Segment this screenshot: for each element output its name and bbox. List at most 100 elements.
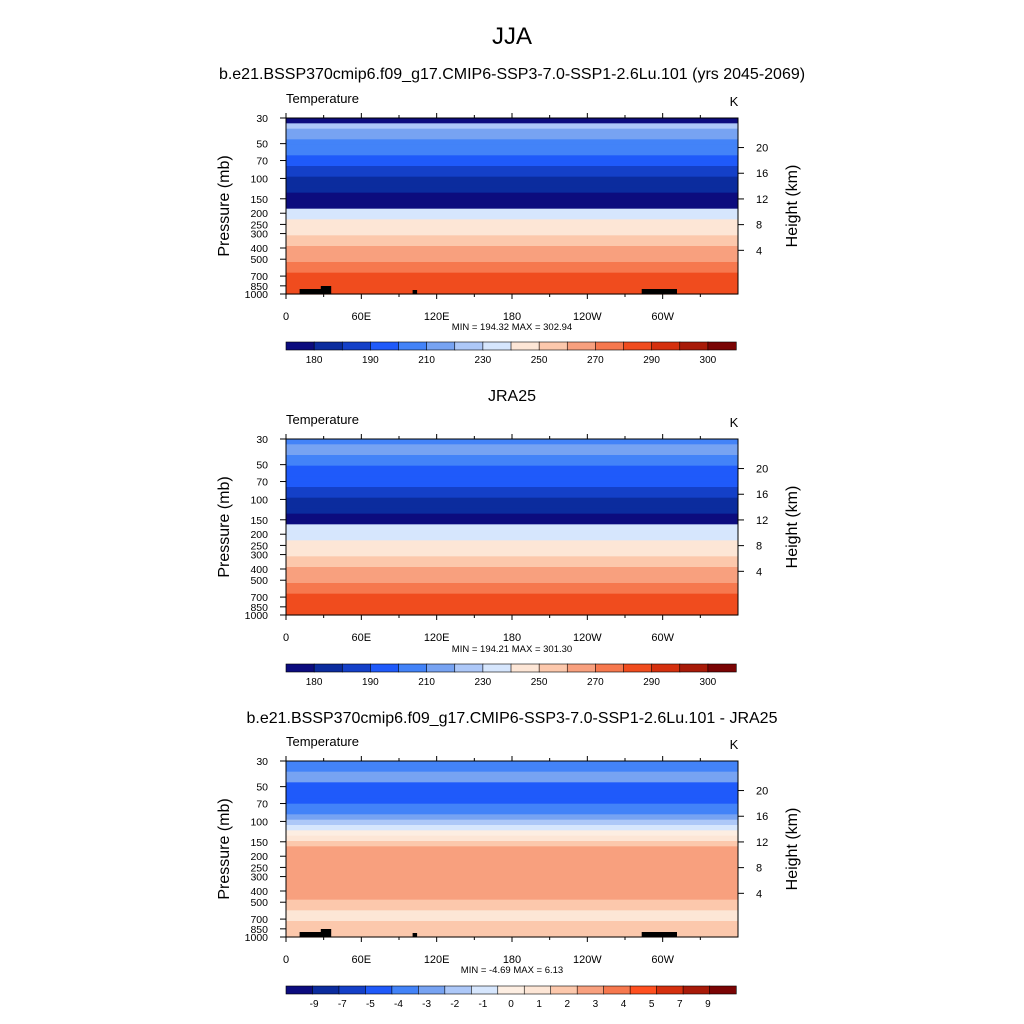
y-right-tick-label: 4 — [756, 888, 762, 900]
contour-band — [286, 508, 738, 515]
colorbar-swatch — [682, 985, 711, 995]
contour-band — [286, 192, 738, 199]
y-tick-label: 70 — [256, 477, 268, 489]
panel-2-colorbar: 180 190 210 230 250 270 290 300 — [285, 663, 737, 688]
y-tick-label: 1000 — [245, 289, 269, 301]
contour-band — [286, 251, 738, 258]
colorbar-swatch — [576, 985, 605, 995]
colorbar-label: 2 — [565, 999, 571, 1010]
colorbar-label: 230 — [475, 355, 492, 366]
contour-band — [286, 449, 738, 456]
colorbar-swatch — [398, 341, 428, 351]
contour-band — [286, 894, 738, 901]
colorbar-label: 290 — [643, 355, 660, 366]
y-tick-label: 1000 — [245, 610, 269, 622]
contour-band — [286, 203, 738, 210]
contour-band — [286, 883, 738, 890]
y-tick-label: 200 — [250, 851, 268, 863]
contour-band — [286, 545, 738, 552]
contour-band — [286, 166, 738, 172]
topography-block — [320, 929, 332, 937]
colorbar-swatch — [538, 341, 568, 351]
contour-band — [286, 851, 738, 858]
colorbar-swatch — [623, 341, 653, 351]
colorbar-swatch — [454, 663, 484, 673]
colorbar-swatch — [285, 663, 315, 673]
panel-2-stats: MIN = 194.21 MAX = 301.30 — [452, 644, 572, 655]
y-right-tick-label: 20 — [756, 786, 768, 798]
y-right-tick-label: 16 — [756, 489, 768, 501]
y-tick-label: 300 — [250, 872, 268, 884]
y-right-tick-label: 4 — [756, 245, 762, 257]
colorbar-label: 300 — [700, 677, 717, 688]
contour-band — [286, 529, 738, 536]
contour-band — [286, 118, 738, 124]
colorbar-swatch — [679, 341, 709, 351]
colorbar-label: 300 — [700, 355, 717, 366]
y-tick-label: 500 — [250, 575, 268, 587]
colorbar-label: 250 — [531, 355, 548, 366]
colorbar-label: 9 — [705, 999, 711, 1010]
contour-band — [286, 187, 738, 194]
contour-band — [286, 524, 738, 531]
contour-band — [286, 208, 738, 215]
y-tick-label: 70 — [256, 156, 268, 168]
colorbar-label: 1 — [536, 999, 542, 1010]
topography-block — [320, 286, 332, 294]
contour-band — [286, 144, 738, 151]
contour-band — [286, 599, 738, 605]
contour-band — [286, 444, 738, 451]
contour-band — [286, 439, 738, 445]
colorbar-swatch — [313, 663, 343, 673]
panel-1-colorbar: 180 190 210 230 250 270 290 300 — [285, 341, 737, 366]
colorbar-label: 270 — [587, 677, 604, 688]
y-tick-label: 150 — [250, 837, 268, 849]
x-tick-label: 60E — [352, 632, 372, 644]
colorbar-label: 230 — [475, 677, 492, 688]
x-tick-label: 120E — [424, 632, 450, 644]
contour-band — [286, 771, 738, 778]
contour-band — [286, 867, 738, 874]
y-tick-label: 250 — [250, 862, 268, 874]
colorbar-swatch — [370, 663, 400, 673]
contour-band — [286, 150, 738, 156]
contour-band — [286, 171, 738, 178]
panel-1-y-axis-label: Pressure (mb) — [216, 155, 233, 256]
colorbar-swatch — [651, 663, 681, 673]
contour-band — [286, 814, 738, 821]
y-tick-label: 50 — [256, 460, 268, 472]
colorbar-swatch — [497, 985, 525, 995]
colorbar-label: 7 — [677, 999, 683, 1010]
contour-band — [286, 278, 738, 284]
colorbar-swatch — [629, 985, 658, 995]
contour-band — [286, 846, 738, 853]
contour-band — [286, 535, 738, 541]
colorbar-label: 4 — [621, 999, 627, 1010]
contour-band — [286, 519, 738, 525]
colorbar-swatch — [603, 985, 631, 995]
x-tick-label: 60E — [352, 954, 372, 966]
colorbar-swatch — [709, 985, 737, 995]
y-right-tick-label: 12 — [756, 837, 768, 849]
contour-band — [286, 139, 738, 146]
contour-band — [286, 198, 738, 204]
colorbar-label: -4 — [394, 999, 403, 1010]
contour-band — [286, 476, 738, 483]
colorbar-swatch — [482, 341, 512, 351]
contour-band — [286, 551, 738, 557]
colorbar-swatch — [595, 341, 625, 351]
contour-band — [286, 825, 738, 831]
colorbar-swatch — [566, 663, 596, 673]
contour-band — [286, 803, 738, 810]
colorbar-label: 290 — [643, 677, 660, 688]
panel-1-variable-label: Temperature — [286, 91, 359, 106]
colorbar-swatch — [313, 341, 343, 351]
x-tick-label: 60W — [651, 632, 674, 644]
colorbar-label: -5 — [366, 999, 375, 1010]
contour-band — [286, 915, 738, 922]
y-tick-label: 200 — [250, 208, 268, 220]
topography-block — [412, 290, 418, 294]
x-tick-label: 120E — [424, 311, 450, 323]
